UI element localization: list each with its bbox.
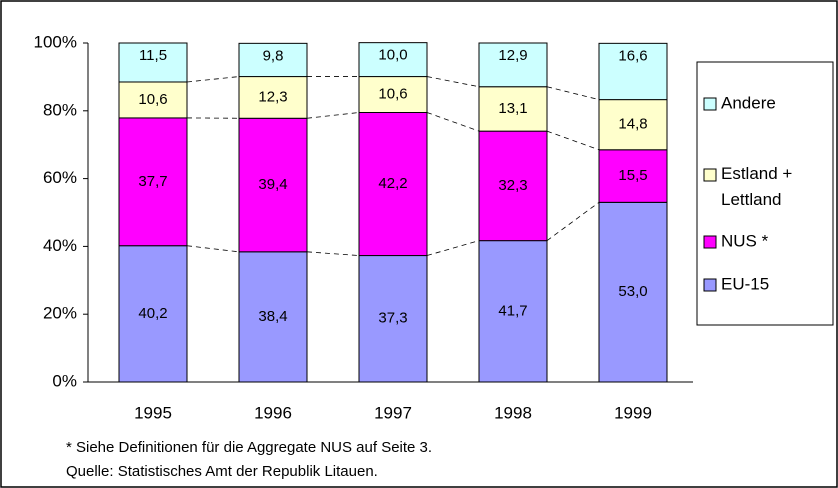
value-label: 38,4 <box>258 308 287 325</box>
legend-label: EU-15 <box>721 274 769 293</box>
bar-segment <box>598 99 668 151</box>
x-tick-label: 1997 <box>374 403 412 422</box>
y-tick-label: 80% <box>43 100 77 119</box>
y-tick-label: 20% <box>43 304 77 323</box>
bar-segment <box>358 255 428 383</box>
bar-segment <box>598 149 668 203</box>
legend-swatch <box>703 235 717 249</box>
value-label: 10,6 <box>138 91 167 108</box>
connector <box>546 130 600 151</box>
legend-label: NUS * <box>721 231 769 250</box>
legend-label: Estland + Lettland <box>721 164 792 209</box>
y-tick-label: 100% <box>34 32 77 51</box>
bar-segment <box>478 86 548 132</box>
bar-segment <box>238 42 308 78</box>
footnote: * Siehe Definitionen für die Aggregate N… <box>66 439 432 456</box>
x-tick-label: 1998 <box>494 403 532 422</box>
bar-segment <box>478 42 548 88</box>
value-label: 12,9 <box>498 47 527 64</box>
value-label: 10,0 <box>378 47 407 64</box>
connector <box>426 112 480 132</box>
value-label: 42,2 <box>378 175 407 192</box>
footnote: Quelle: Statistisches Amt der Republik L… <box>66 463 378 480</box>
value-label: 53,0 <box>618 283 647 300</box>
value-label: 11,5 <box>139 47 167 64</box>
y-tick-label: 60% <box>43 168 77 187</box>
bar-segment <box>118 81 188 119</box>
value-label: 13,1 <box>498 100 527 117</box>
bar-segment <box>118 245 188 383</box>
legend-label: Andere <box>721 93 776 112</box>
value-label: 37,7 <box>138 173 167 190</box>
connector <box>546 202 600 241</box>
value-label: 9,8 <box>263 47 284 64</box>
x-tick-label: 1999 <box>614 403 652 422</box>
value-label: 40,2 <box>138 305 167 322</box>
legend-swatch <box>703 97 717 111</box>
value-label: 41,7 <box>498 302 527 319</box>
connector <box>426 240 480 256</box>
x-tick-label: 1995 <box>134 403 172 422</box>
value-label: 16,6 <box>618 47 647 64</box>
y-tick-label: 0% <box>52 371 77 390</box>
value-label: 39,4 <box>258 176 287 193</box>
legend-swatch <box>703 278 717 292</box>
bar-segment <box>358 76 428 113</box>
value-label: 37,3 <box>378 310 407 327</box>
bar-segment <box>358 111 428 257</box>
bar-segment <box>238 117 308 253</box>
bar-segment <box>598 42 668 101</box>
value-label: 12,3 <box>258 88 287 105</box>
bar-segment <box>118 117 188 247</box>
bar-segment <box>118 42 188 83</box>
value-label: 32,3 <box>498 177 527 194</box>
value-label: 14,8 <box>618 116 647 133</box>
x-tick-label: 1996 <box>254 403 292 422</box>
legend-swatch <box>703 168 717 182</box>
bar-segment <box>478 240 548 383</box>
y-tick-label: 40% <box>43 236 77 255</box>
value-label: 10,6 <box>378 85 407 102</box>
bar-segment <box>238 76 308 119</box>
bar-segment <box>358 42 428 78</box>
legend-box <box>696 61 834 326</box>
value-label: 15,5 <box>618 167 647 184</box>
bar-segment <box>598 201 668 383</box>
